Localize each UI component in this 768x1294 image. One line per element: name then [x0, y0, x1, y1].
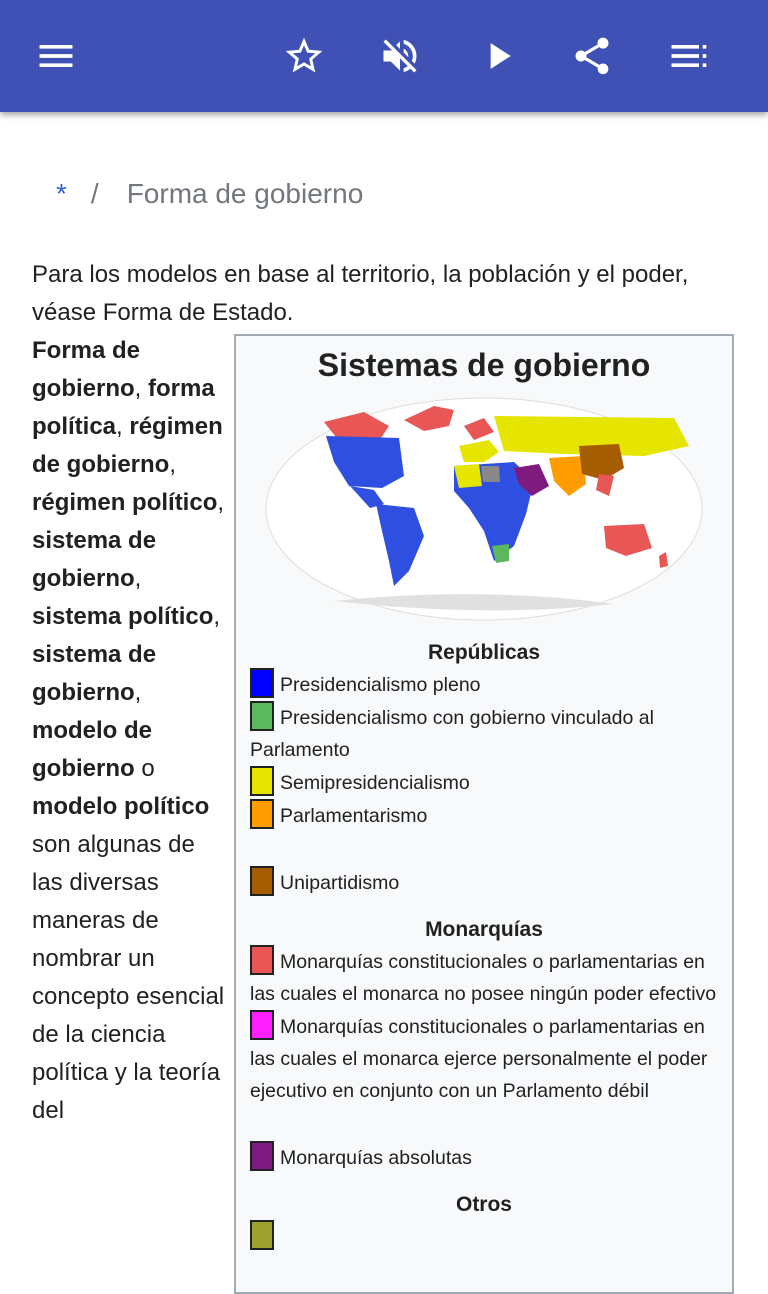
legend-item: Monarquías constitucionales o parlamenta… [250, 945, 718, 1010]
legend-item [250, 1220, 718, 1253]
lead-text: , [134, 375, 148, 402]
legend-label: Unipartidismo [280, 872, 400, 894]
legend-spacer [236, 832, 732, 866]
legend-label: Presidencialismo pleno [280, 674, 481, 696]
legend-item: Monarquías constitucionales o parlamenta… [250, 1010, 718, 1107]
infobox: Sistemas de gobierno Repúblicas Presidenc… [234, 334, 734, 1294]
app-bar [0, 0, 768, 112]
breadcrumb: * / Forma de gobierno [56, 178, 363, 210]
breadcrumb-current: Forma de gobierno [126, 178, 364, 209]
bold-term: régimen político [32, 489, 218, 516]
lead-paragraph: Forma de gobierno, forma política, régim… [32, 332, 228, 1130]
bold-term: modelo de gobierno [32, 717, 153, 782]
legend-swatch [250, 1141, 274, 1171]
share-icon[interactable] [560, 24, 624, 88]
legend-item: Parlamentarismo [250, 799, 718, 832]
lead-text: , [169, 451, 177, 478]
bold-term: modelo político [32, 793, 210, 820]
legend-swatch [250, 766, 274, 796]
hatnote: Para los modelos en base al territorio, … [32, 261, 689, 326]
legend-swatch [250, 668, 274, 698]
hamburger-menu-icon[interactable] [24, 24, 88, 88]
legend-swatch [250, 866, 274, 896]
legend-spacer [236, 1107, 732, 1141]
infobox-legend: Repúblicas Presidencialismo pleno Presiden… [236, 638, 732, 1253]
play-icon[interactable] [466, 24, 530, 88]
list-menu-icon[interactable] [656, 24, 720, 88]
legend-label: Monarquías constitucionales o parlamenta… [250, 951, 717, 1005]
legend-label: Monarquías constitucionales o parlamenta… [250, 1016, 708, 1102]
bold-term: sistema político [32, 603, 214, 630]
legend-swatch [250, 945, 274, 975]
legend-item: Presidencialismo pleno [250, 668, 718, 701]
bold-term: Forma de gobierno [32, 337, 141, 402]
lead-text: , [134, 679, 142, 706]
infobox-title: Sistemas de gobierno [317, 347, 651, 383]
bold-term: forma política [32, 375, 215, 440]
star-outline-icon[interactable] [272, 24, 336, 88]
legend-item: Monarquías absolutas [250, 1141, 718, 1174]
legend-section-heading: Repúblicas [427, 641, 541, 664]
legend-section-heading: Otros [455, 1193, 512, 1216]
lead-text: , [213, 603, 221, 630]
world-map-image[interactable] [264, 396, 704, 622]
breadcrumb-home-link[interactable]: * [56, 178, 67, 209]
legend-swatch [250, 701, 274, 731]
legend-item: Presidencialismo con gobierno vinculado … [250, 701, 718, 766]
lead-text: , [116, 413, 130, 440]
bold-term: régimen de gobierno [32, 413, 223, 478]
lead-text: son algunas de las diversas maneras de n… [32, 831, 225, 1124]
lead-text: , [134, 565, 142, 592]
lead-text: o [134, 755, 155, 782]
bold-term: sistema de gobierno [32, 641, 157, 706]
breadcrumb-separator: / [90, 178, 99, 209]
legend-label: Parlamentarismo [280, 805, 428, 827]
legend-swatch [250, 799, 274, 829]
legend-swatch [250, 1220, 274, 1250]
legend-swatch [250, 1010, 274, 1040]
legend-item: Unipartidismo [250, 866, 718, 899]
bold-term: sistema de gobierno [32, 527, 157, 592]
legend-section-heading: Monarquías [425, 918, 543, 941]
volume-off-icon[interactable] [368, 24, 432, 88]
legend-label: Presidencialismo con gobierno vinculado … [250, 707, 654, 761]
legend-label: Semipresidencialismo [280, 772, 470, 794]
lead-text: , [217, 489, 225, 516]
legend-item: Semipresidencialismo [250, 766, 718, 799]
legend-label: Monarquías absolutas [280, 1147, 472, 1169]
